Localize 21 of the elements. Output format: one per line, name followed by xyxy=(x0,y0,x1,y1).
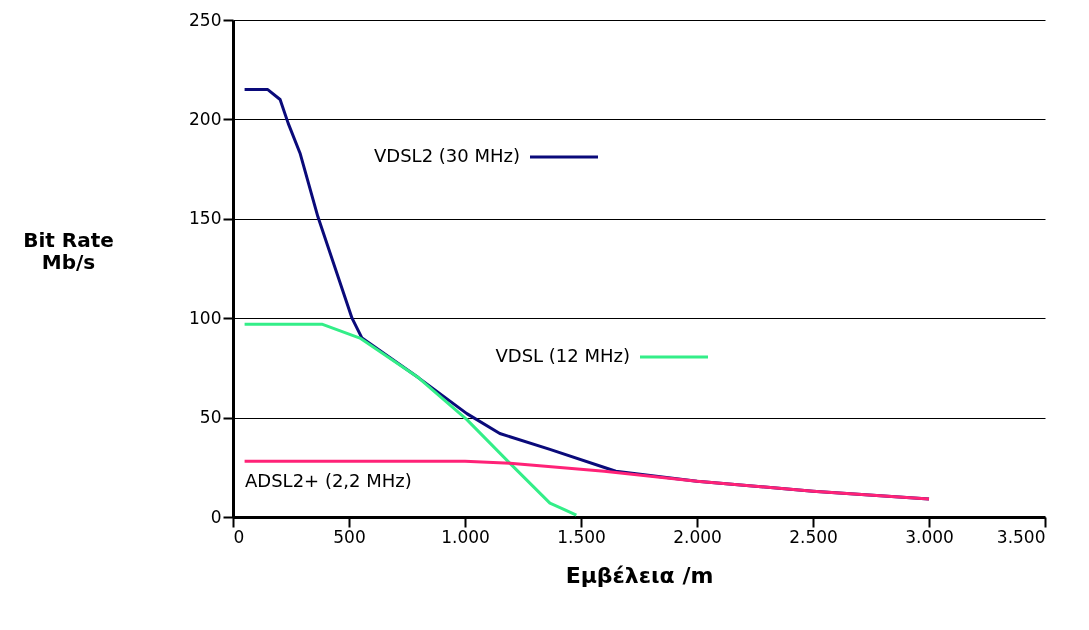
x-tick-label: 500 xyxy=(333,526,366,547)
line-series xyxy=(243,459,931,501)
x-tick-label: 2.000 xyxy=(673,526,722,547)
y-tick-label: 200 xyxy=(189,108,222,129)
series-label: ADSL2+ (2,2 MHz) xyxy=(245,470,412,491)
y-tick-label: 50 xyxy=(199,407,222,428)
x-tick-label: 3.500 xyxy=(996,526,1046,547)
x-tick-label: 1.000 xyxy=(441,526,490,547)
y-tick-label: 250 xyxy=(189,9,222,30)
legend-label: VDSL2 (30 MHz) xyxy=(374,145,520,166)
line-series xyxy=(243,322,578,517)
y-axis-title: Bit Rate Mb/s xyxy=(23,227,114,274)
x-tick-label: 3.000 xyxy=(905,526,954,547)
y-tick-label: 150 xyxy=(189,208,222,229)
y-tick-label: 0 xyxy=(210,506,222,527)
y-tick-label: 100 xyxy=(189,307,222,328)
x-tick-label: 1.500 xyxy=(557,526,606,547)
x-tick-label: 0 xyxy=(233,526,245,547)
x-tick-label: 2.500 xyxy=(789,526,838,547)
x-axis-title: Εμβέλεια /m xyxy=(565,562,714,588)
legend-label: VDSL (12 MHz) xyxy=(495,345,630,366)
